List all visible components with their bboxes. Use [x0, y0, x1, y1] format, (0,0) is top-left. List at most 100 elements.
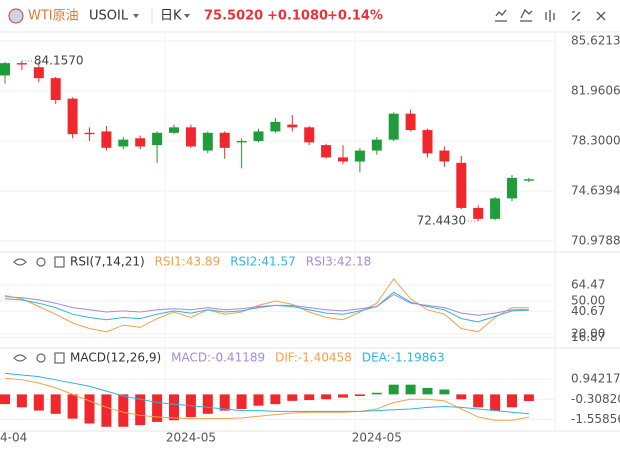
change: +0.1080 — [267, 9, 328, 24]
histogram-bar — [0, 394, 10, 405]
candle-body — [490, 198, 501, 219]
histogram-bar — [33, 394, 44, 411]
tool-icon[interactable] — [520, 8, 533, 22]
series-line — [4, 278, 529, 333]
dropdown-icon[interactable] — [133, 14, 139, 18]
y-tick-label: 40.67 — [571, 304, 605, 318]
histogram-bar — [253, 394, 264, 406]
price: 75.5020 — [204, 9, 263, 24]
legend-entry: RSI1:43.89 — [155, 255, 221, 269]
candle-body — [84, 132, 95, 135]
x-tick-label: 2024-05 — [166, 431, 216, 445]
series-line — [4, 291, 529, 323]
candle-body — [219, 132, 230, 148]
y-tick-label: 70.9788 — [571, 234, 620, 248]
toolbar-icons — [495, 8, 606, 22]
candle-body — [270, 121, 281, 132]
candle-body — [67, 98, 78, 135]
histogram-bar — [202, 394, 213, 414]
histogram-bar — [118, 394, 129, 427]
histogram-bar — [523, 394, 534, 402]
tool-icon[interactable] — [545, 10, 555, 22]
histogram-bar — [405, 384, 416, 395]
tool-icon[interactable] — [495, 9, 507, 22]
histogram-bar — [152, 394, 163, 422]
histogram-bar — [388, 384, 399, 395]
x-tick-label: 2024-05 — [352, 431, 402, 445]
y-tick-label: 0.94217 — [571, 372, 620, 386]
toolbar — [0, 0, 620, 32]
histogram-bar — [456, 394, 467, 400]
tool-icon[interactable] — [596, 11, 606, 21]
candle-body — [202, 132, 213, 151]
histogram-bar — [287, 394, 298, 401]
candle-body — [287, 124, 298, 128]
candle-body — [456, 162, 467, 208]
list-icon[interactable] — [54, 256, 65, 268]
histogram-bar — [169, 394, 179, 421]
candle-body — [236, 141, 247, 143]
histogram-bar — [84, 394, 95, 424]
histogram-bar — [507, 394, 517, 408]
gear-icon[interactable] — [36, 353, 46, 363]
candle-body — [354, 150, 365, 162]
candle-body — [388, 113, 399, 140]
y-tick-label: 74.6394 — [571, 184, 620, 198]
candle-body — [304, 127, 315, 143]
candle-body — [507, 177, 517, 199]
candle-body — [118, 139, 129, 147]
legend-entry: RSI2:41.57 — [230, 255, 296, 269]
y-tick-label: 20.00 — [571, 327, 605, 341]
y-tick-label: 85.6213 — [571, 34, 620, 48]
candle-body — [253, 131, 264, 142]
series-line — [4, 377, 529, 421]
candle-body — [439, 150, 450, 162]
indicator-title: RSI(7,14,21) — [70, 255, 145, 269]
histogram-bar — [490, 394, 501, 411]
candle-body — [33, 67, 44, 79]
candle-body — [371, 139, 382, 151]
y-tick-label: 64.47 — [571, 278, 605, 292]
annotation: 72.4430 — [417, 214, 467, 228]
flag-icon — [8, 8, 24, 24]
x-tick-label: 4-04 — [0, 431, 27, 445]
y-tick-label: 16.87 — [571, 330, 605, 344]
series-line — [4, 293, 529, 316]
legend-entry: DIF:-1.40458 — [275, 351, 352, 365]
legend-entry: RSI3:42.18 — [306, 255, 372, 269]
histogram-bar — [270, 394, 281, 405]
eye-icon[interactable] — [13, 354, 27, 362]
histogram-bar — [371, 392, 382, 395]
candle-body — [473, 207, 484, 219]
symbol[interactable]: USOIL — [89, 9, 129, 24]
histogram-bar — [422, 387, 433, 395]
panel-icons — [13, 256, 65, 364]
symbol-name[interactable]: WTI原油 — [28, 9, 79, 24]
annotation: 84.1570 — [34, 54, 84, 68]
histogram-bar — [219, 394, 230, 411]
histogram-bar — [304, 394, 315, 401]
y-tick-label: 78.3000 — [571, 134, 620, 148]
candle-body — [135, 138, 146, 147]
candle-body — [405, 113, 416, 131]
y-tick-label: 50.00 — [571, 294, 605, 308]
period[interactable]: 日K — [160, 9, 182, 24]
gear-icon[interactable] — [36, 257, 46, 267]
histogram-bar — [473, 394, 484, 408]
list-icon[interactable] — [54, 352, 65, 364]
candle-body — [422, 130, 433, 154]
eye-icon[interactable] — [13, 258, 27, 266]
change-pct: +0.14% — [327, 9, 383, 24]
candle-body — [523, 179, 534, 181]
candle-body — [16, 63, 27, 65]
candle-body — [185, 127, 196, 147]
y-tick-label: -0.30820 — [571, 392, 620, 406]
histogram-bar — [135, 394, 146, 426]
tool-icon[interactable] — [571, 11, 581, 21]
candle-body — [321, 145, 332, 158]
candle-body — [0, 63, 10, 76]
dropdown-icon[interactable] — [184, 14, 190, 18]
candle-body — [338, 157, 348, 162]
